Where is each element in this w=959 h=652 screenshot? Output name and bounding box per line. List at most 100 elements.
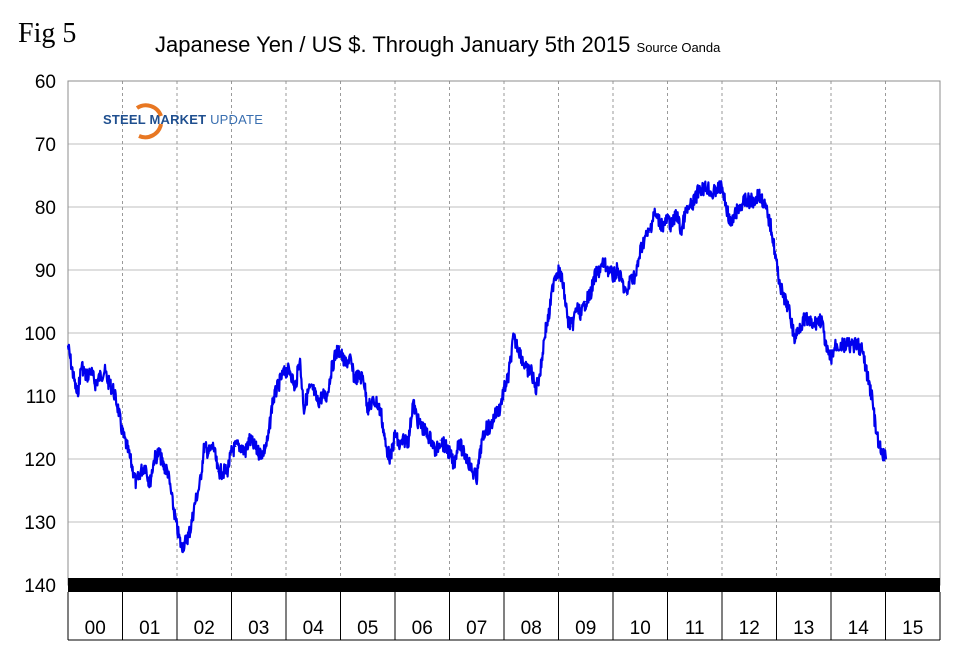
data-point (458, 439, 460, 441)
data-point (398, 445, 400, 447)
data-point (657, 219, 659, 221)
data-point (281, 376, 283, 378)
data-point (444, 445, 446, 447)
data-point (117, 408, 119, 410)
data-point (730, 225, 732, 227)
data-point (739, 206, 741, 208)
data-point (807, 319, 809, 321)
data-point (671, 225, 673, 227)
y-tick-label: 100 (24, 324, 56, 345)
data-point (403, 439, 405, 441)
data-point (753, 200, 755, 202)
data-point (703, 187, 705, 189)
data-point (507, 376, 509, 378)
data-point (353, 376, 355, 378)
data-point (571, 326, 573, 328)
data-point (453, 464, 455, 466)
data-point (512, 338, 514, 340)
x-tick-label: 15 (902, 618, 923, 639)
data-point (639, 250, 641, 252)
logo-swoosh-icon (135, 103, 163, 140)
data-point (526, 370, 528, 372)
data-point (349, 357, 351, 359)
data-point (367, 408, 369, 410)
data-point (153, 458, 155, 460)
data-point (539, 370, 542, 372)
data-point (862, 351, 864, 353)
data-point (299, 357, 301, 359)
data-point (131, 464, 133, 466)
data-point (76, 395, 78, 397)
data-point (548, 313, 550, 315)
data-point (167, 471, 169, 473)
data-point (612, 275, 614, 277)
data-point (885, 458, 887, 460)
data-point (357, 376, 360, 378)
data-point (603, 263, 605, 265)
data-point (771, 231, 773, 233)
data-point (575, 307, 578, 309)
data-point (875, 433, 877, 435)
data-point (630, 275, 632, 277)
data-point (621, 282, 623, 284)
data-point (857, 345, 859, 347)
data-point (108, 382, 110, 384)
data-point (289, 370, 291, 372)
data-point (394, 433, 396, 435)
data-point (557, 269, 560, 271)
data-point (721, 187, 723, 189)
data-point (380, 414, 382, 416)
data-point (276, 389, 278, 391)
y-tick-label: 110 (26, 387, 56, 408)
data-point (326, 395, 328, 397)
data-point (821, 319, 823, 321)
data-point (684, 212, 687, 214)
data-point (744, 200, 746, 202)
x-tick-label: 11 (685, 618, 705, 639)
data-point (707, 187, 709, 189)
data-point (735, 212, 737, 214)
data-point (221, 471, 223, 473)
data-point (139, 471, 142, 473)
data-point (149, 483, 151, 485)
data-point (71, 370, 73, 372)
data-point (798, 326, 800, 328)
x-tick-label: 10 (630, 618, 651, 639)
steel-market-update-logo: STEEL MARKET UPDATE (103, 98, 273, 142)
x-tick-label: 14 (848, 618, 870, 639)
data-point (435, 452, 437, 454)
data-point (344, 363, 346, 366)
data-point (267, 439, 269, 441)
data-point (390, 458, 392, 460)
data-point (698, 187, 700, 189)
data-point (180, 546, 182, 548)
data-point (190, 527, 192, 529)
data-point (466, 458, 469, 460)
data-point (126, 445, 128, 447)
grid (67, 80, 941, 592)
data-point (308, 389, 310, 391)
data-point (244, 452, 246, 454)
y-tick-label: 60 (35, 72, 56, 93)
y-tick-label: 70 (35, 135, 56, 156)
data-point (748, 200, 750, 202)
data-point (335, 351, 337, 353)
data-point (212, 445, 215, 447)
data-point (476, 477, 478, 479)
x-tick-label: 02 (194, 618, 215, 639)
data-point (376, 401, 378, 403)
data-point (412, 401, 414, 403)
data-point (321, 395, 324, 397)
data-point (562, 282, 564, 284)
data-point (499, 408, 501, 410)
data-point (362, 376, 364, 378)
data-point (485, 426, 487, 429)
series-line-jpy-usd (66, 180, 888, 554)
data-point (303, 408, 305, 410)
data-point (240, 445, 242, 447)
data-point (271, 401, 273, 403)
data-point (503, 389, 505, 391)
data-point (176, 527, 178, 529)
data-point (448, 452, 451, 454)
